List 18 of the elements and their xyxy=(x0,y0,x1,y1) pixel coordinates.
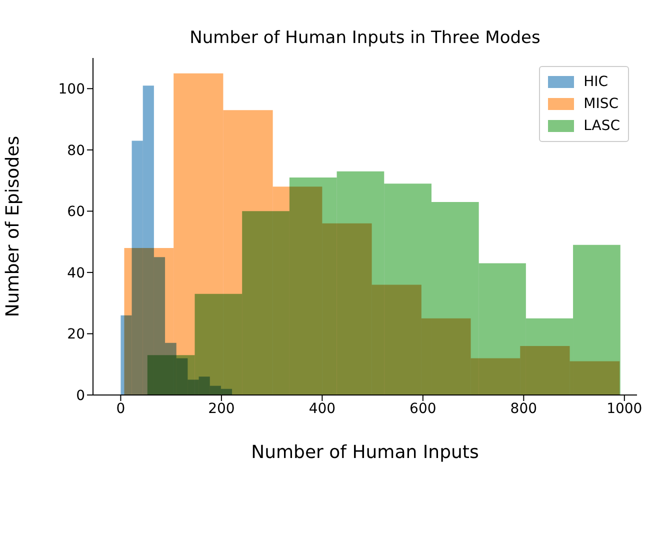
legend-label: MISC xyxy=(584,95,618,114)
y-tick-label: 0 xyxy=(76,388,85,404)
x-tick-label: 0 xyxy=(116,400,126,417)
x-tick-label: 400 xyxy=(308,400,336,417)
legend-label: LASC xyxy=(584,117,620,136)
x-axis-title: Number of Human Inputs xyxy=(251,442,479,463)
x-tick-label: 800 xyxy=(510,400,538,417)
y-tick-label: 100 xyxy=(58,82,85,98)
x-tick-label: 600 xyxy=(410,400,436,417)
y-tick-label: 40 xyxy=(67,265,85,282)
legend-label: HIC xyxy=(584,73,608,92)
y-tick-label: 80 xyxy=(67,142,85,159)
y-tick-label: 60 xyxy=(67,204,85,220)
x-tick-label: 200 xyxy=(208,400,235,417)
chart-title: Number of Human Inputs in Three Modes xyxy=(190,28,540,48)
y-axis-title: Number of Episodes xyxy=(2,136,24,318)
x-tick-label: 1000 xyxy=(606,400,642,417)
y-tick-label: 20 xyxy=(67,326,85,343)
